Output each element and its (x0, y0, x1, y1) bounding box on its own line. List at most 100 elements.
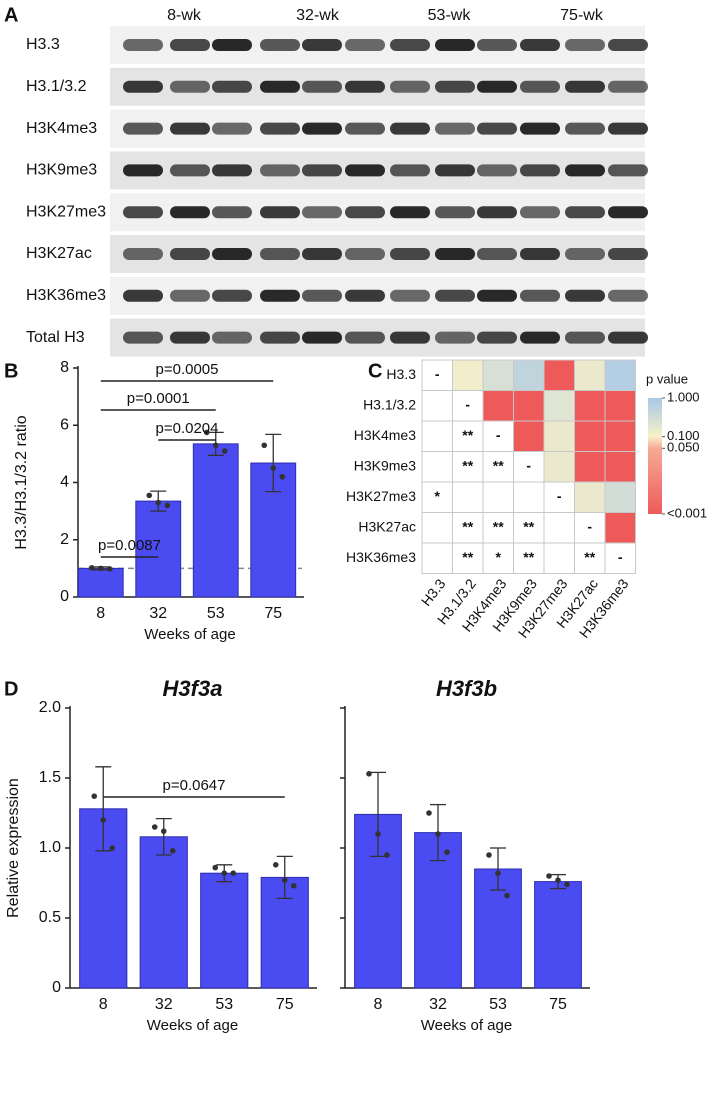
row-label: H3.1/3.2 (26, 78, 87, 95)
blot-band (390, 80, 430, 93)
blot-band (302, 331, 342, 344)
colorbar-title: p value (646, 371, 688, 386)
blot-band (212, 206, 252, 219)
heatmap-cell (452, 512, 484, 544)
blot-band (608, 206, 648, 219)
heatmap-cell (482, 481, 514, 513)
data-point (426, 810, 432, 816)
blot-band (608, 122, 648, 135)
blot-band (435, 39, 475, 51)
blot-band (170, 331, 210, 344)
heatmap-cell (543, 451, 575, 483)
heatmap-cell (543, 420, 575, 452)
blot-band (260, 248, 300, 260)
heatmap-cell (574, 512, 606, 544)
blot-band (302, 164, 342, 177)
significance-mark: ** (462, 518, 473, 534)
blot-band (608, 80, 648, 93)
blot-band (608, 39, 648, 51)
heatmap-cell (604, 481, 636, 513)
data-point (212, 442, 219, 449)
significance-mark: - (526, 457, 531, 473)
heatmap-cell (604, 420, 636, 452)
row-label: H3K9me3 (354, 457, 416, 473)
bar (192, 443, 239, 598)
blot-band (565, 331, 605, 344)
blot-band (302, 248, 342, 260)
data-point (279, 473, 286, 480)
bar (534, 881, 582, 989)
significance-mark: ** (493, 457, 504, 473)
blot-band (170, 39, 210, 51)
data-point (221, 448, 228, 454)
blot-band (435, 122, 475, 135)
data-point (88, 565, 95, 571)
row-label: H3K27ac (26, 245, 92, 262)
data-point (546, 873, 552, 879)
blot-band (212, 289, 252, 302)
significance-mark: ** (462, 427, 473, 443)
data-point (375, 831, 381, 837)
blot-band (345, 164, 385, 177)
blot-band (123, 122, 163, 135)
blot-band (520, 122, 560, 135)
significance-mark: ** (462, 457, 473, 473)
x-tick-label: 8 (96, 605, 105, 622)
heatmap-cell (574, 451, 606, 483)
heatmap-cell (421, 451, 453, 483)
data-point (100, 817, 107, 823)
blot-band (345, 39, 385, 51)
chart-title: H3f3b (436, 676, 497, 701)
chart-title: H3f3a (163, 676, 223, 701)
heatmap-cell (452, 359, 484, 391)
blot-band (520, 80, 560, 93)
blot-band (260, 164, 300, 177)
comparison-label: p=0.0647 (163, 777, 226, 794)
data-point (155, 499, 162, 506)
data-point (504, 892, 510, 899)
heatmap-cell (513, 390, 545, 422)
blot-band (260, 289, 300, 302)
blot-band (435, 331, 475, 344)
heatmap-cell (482, 359, 514, 391)
row-label: H3.3 (386, 366, 416, 382)
blot-band (123, 39, 163, 51)
heatmap-cell (604, 390, 636, 422)
data-point (221, 870, 228, 876)
data-point (91, 793, 98, 799)
colorbar (648, 398, 662, 514)
data-point (203, 429, 210, 436)
blot-band (390, 248, 430, 260)
heatmap-cell (574, 481, 606, 513)
blot-band (565, 122, 605, 135)
y-tick-label: 0 (52, 979, 61, 996)
heatmap-cell (452, 451, 484, 483)
row-label: H3K9me3 (26, 162, 97, 179)
blot-band (390, 39, 430, 51)
blot-band (345, 206, 385, 219)
data-point (151, 824, 158, 830)
y-tick-label: 4 (60, 474, 69, 491)
blot-band (345, 331, 385, 344)
blot-band (302, 289, 342, 302)
blot-band (212, 39, 252, 51)
row-label: H3.3 (26, 36, 60, 53)
heatmap-cell (543, 512, 575, 544)
significance-mark: - (557, 488, 562, 504)
heatmap-cell (543, 390, 575, 422)
blot-band (302, 122, 342, 135)
blot-band (565, 206, 605, 219)
x-tick-label: 8 (374, 996, 383, 1013)
x-tick-label: 53 (207, 605, 225, 622)
row-label: H3K4me3 (354, 427, 416, 443)
bar (139, 836, 188, 989)
blot-band (565, 39, 605, 51)
data-point (290, 883, 297, 889)
heatmap-cell (604, 542, 636, 574)
data-point (564, 881, 570, 888)
x-tick-label: 75 (549, 996, 567, 1013)
blot-band (170, 122, 210, 135)
data-point (281, 877, 288, 883)
data-point (384, 852, 390, 858)
